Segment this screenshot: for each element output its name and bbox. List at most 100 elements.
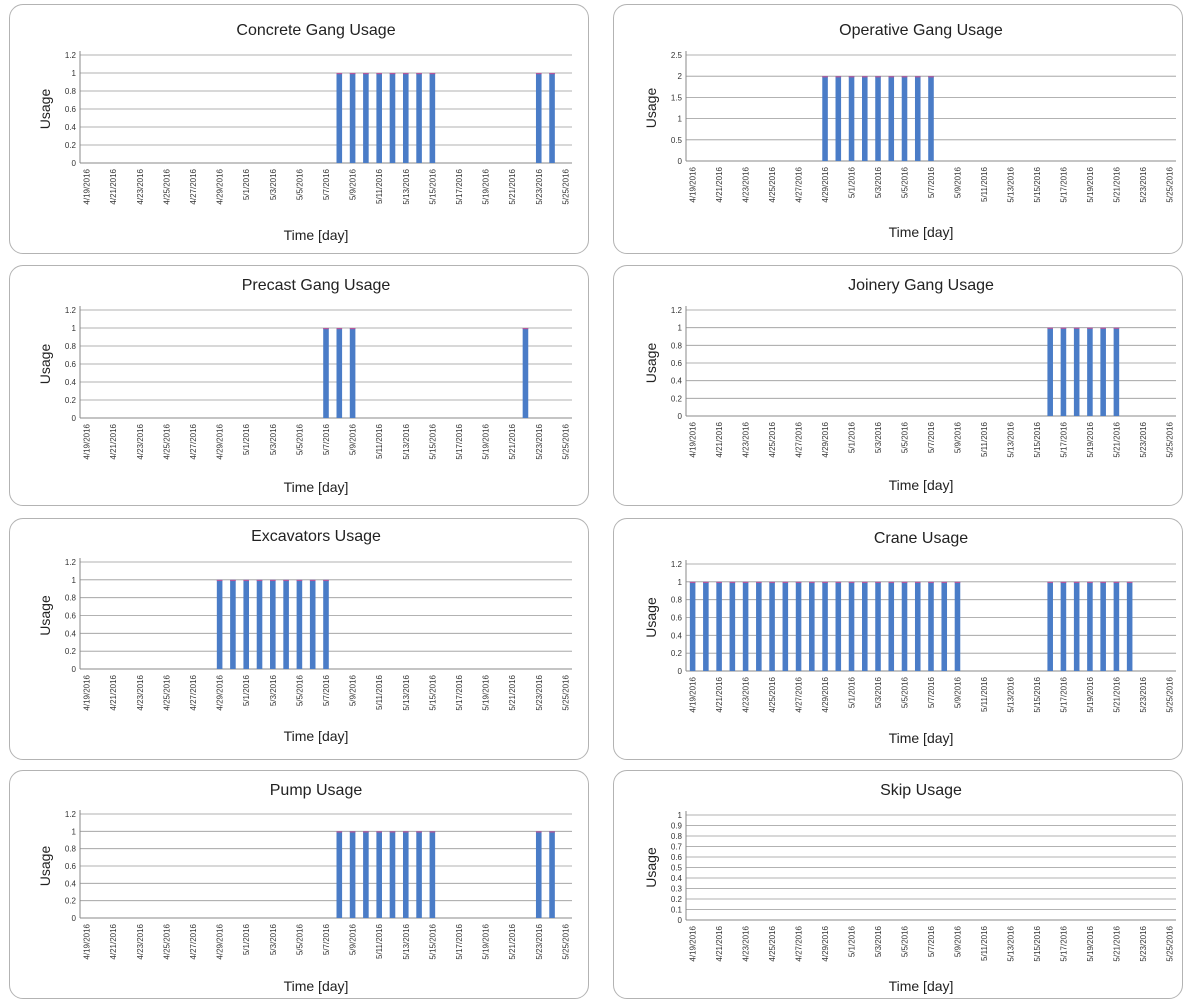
chart-svg: Joinery Gang Usage 0 0.2 0.4 0.6 0.8 1 1.2 4/19/… [643,277,1176,493]
bar-cap [729,581,736,584]
bar [535,831,542,918]
x-tick-label: 5/7/2016 [927,925,936,957]
x-tick-label: 4/25/2016 [162,923,171,959]
y-tick-label: 1 [72,324,77,333]
bar [1087,327,1093,416]
x-tick-label: 5/19/2016 [1086,166,1095,202]
y-axis-title: Usage [643,343,659,384]
y-tick-label: 0.6 [65,360,77,369]
bar-cap [402,73,409,75]
x-tick-label: 5/17/2016 [1059,676,1068,712]
y-tick-label: 0.6 [671,853,683,862]
x-tick-label: 4/21/2016 [715,676,724,712]
x-tick-label: 5/25/2016 [561,168,570,204]
x-tick-label: 5/11/2016 [980,676,989,712]
bar-cap [522,328,529,330]
bar [914,76,921,161]
x-tick-label: 4/29/2016 [821,421,830,457]
bar [216,579,223,669]
bar [389,831,396,918]
x-tick-label: 5/21/2016 [1112,421,1121,457]
bar-cap [875,581,881,584]
x-tick-label: 5/9/2016 [349,423,358,455]
x-tick-label: 5/13/2016 [402,168,411,204]
bar [769,581,775,671]
x-tick-label: 4/23/2016 [136,423,145,459]
y-axis-title: Usage [37,846,53,887]
x-tick-label: 4/21/2016 [715,925,724,961]
bar-cap [349,328,356,330]
x-tick-label: 5/19/2016 [482,674,491,710]
bar-cap [835,76,842,78]
bar [549,73,555,163]
chart-panel: Precast Gang Usage 0 0.2 0.4 0.6 0.8 1 1.2 4/19/… [9,265,589,506]
bar [535,73,542,163]
x-tick-label: 5/3/2016 [269,423,278,455]
chart-panel: Joinery Gang Usage 0 0.2 0.4 0.6 0.8 1 1.2 4/19/… [613,265,1183,506]
chart-svg: Crane Usage 0 0.2 0.4 0.6 0.8 1 1.2 4/19/2016 4/2… [643,530,1176,746]
bar [835,581,842,671]
y-tick-label: 0.8 [671,341,683,350]
y-tick-label: 2 [678,72,683,81]
y-tick-label: 0.2 [671,394,683,403]
x-tick-label: 5/17/2016 [455,674,464,710]
x-tick-label: 5/3/2016 [874,925,883,957]
x-tick-label: 5/23/2016 [535,168,544,204]
bar [1113,327,1120,416]
x-tick-label: 4/19/2016 [689,925,698,961]
x-tick-label: 5/1/2016 [242,674,251,706]
y-tick-label: 0.8 [671,832,683,841]
bar-cap [822,581,828,584]
x-tick-label: 5/5/2016 [901,925,910,957]
y-tick-label: 1 [678,324,683,333]
bar [848,76,855,161]
x-tick-label: 5/13/2016 [402,674,411,710]
bar [429,831,436,918]
x-tick-label: 5/13/2016 [1006,166,1015,202]
y-tick-label: 0 [678,916,683,925]
y-tick-label: 0.7 [671,843,683,852]
x-axis-title: Time [day] [889,224,954,240]
y-tick-label: 1 [72,576,77,585]
x-tick-label: 4/25/2016 [768,421,777,457]
bar-cap [270,579,276,582]
y-tick-label: 0.5 [671,864,683,873]
bar [716,581,722,671]
x-tick-label: 5/3/2016 [269,674,278,706]
bar [389,73,396,163]
bar [349,831,356,918]
x-tick-label: 5/5/2016 [295,923,304,955]
x-tick-label: 5/13/2016 [1006,421,1015,457]
bar-cap [769,581,775,584]
x-tick-label: 5/11/2016 [375,168,384,204]
x-tick-label: 4/29/2016 [216,168,225,204]
y-tick-label: 0.2 [65,396,77,405]
bar-cap [809,581,815,584]
bar-cap [822,76,828,78]
x-tick-label: 4/27/2016 [795,676,804,712]
bar-cap [1100,581,1106,584]
y-tick-label: 1 [678,115,683,124]
x-tick-label: 5/13/2016 [1006,925,1015,961]
chart-svg: Operative Gang Usage 0 0.5 1 1.5 2 2.5 4/19/201… [643,22,1176,240]
bar [809,581,815,671]
bar [402,73,409,163]
x-tick-label: 5/23/2016 [1139,421,1148,457]
bar [1100,581,1106,671]
x-tick-label: 5/15/2016 [428,674,437,710]
bar-cap [941,581,948,584]
bar-cap [243,579,250,582]
y-tick-label: 1 [72,69,77,78]
x-tick-label: 5/15/2016 [1033,166,1042,202]
bar-cap [901,76,908,78]
bar [1100,327,1106,416]
chart-panel: Pump Usage 0 0.2 0.4 0.6 0.8 1 1.2 4/19/2016 4/21… [9,770,589,999]
bar [1126,581,1133,671]
y-axis-title: Usage [37,89,53,130]
bar-cap [429,73,436,75]
x-tick-label: 5/5/2016 [901,166,910,198]
y-tick-label: 0.5 [671,136,683,145]
bar [270,579,276,669]
chart-title: Excavators Usage [251,528,381,545]
y-tick-label: 0 [72,159,77,168]
